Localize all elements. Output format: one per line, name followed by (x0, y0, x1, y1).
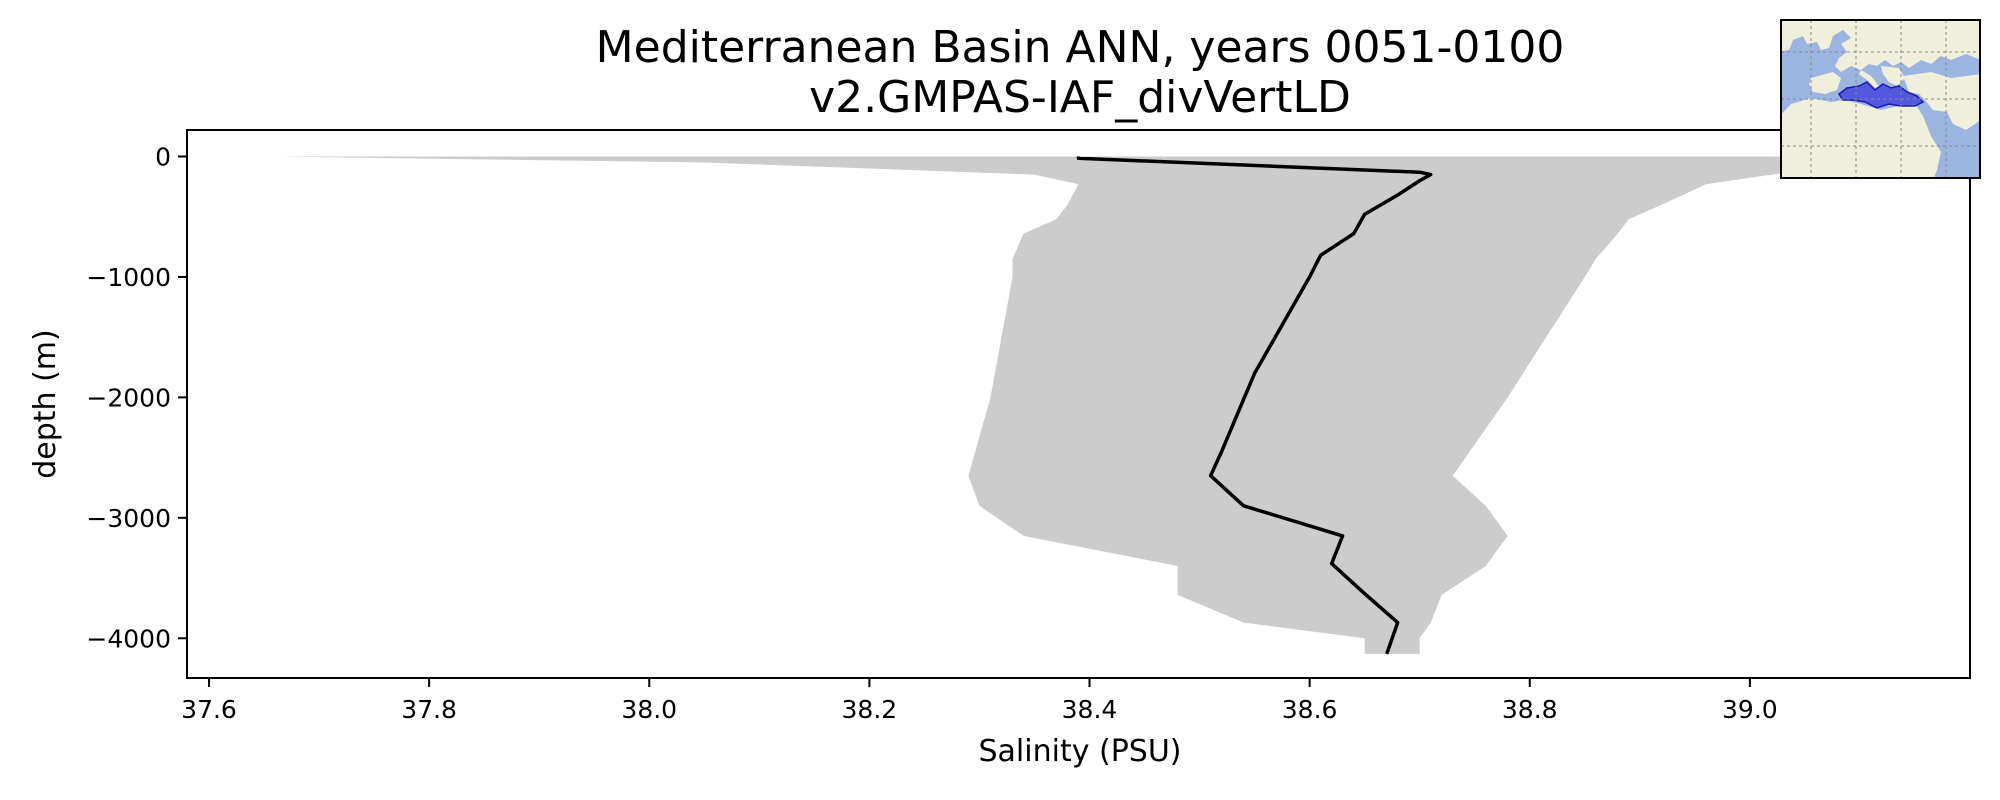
x-tick-label: 38.6 (1282, 695, 1338, 724)
x-tick-label: 37.8 (401, 695, 457, 724)
inset-map-frame (1780, 19, 1981, 179)
chart-subtitle: v2.GMPAS-IAF_divVertLD (809, 72, 1351, 123)
map-land-anatolia (1903, 72, 1980, 130)
map-land-balkans (1881, 66, 1905, 86)
y-tick-label: 0 (155, 142, 171, 171)
x-tick-label: 38.8 (1502, 695, 1558, 724)
mediterranean-region-highlight (1837, 81, 1925, 109)
y-tick-label: −4000 (86, 624, 171, 653)
map-land-africa (1781, 98, 1941, 178)
y-axis-label: depth (m) (28, 329, 63, 479)
inset-map (1780, 19, 1981, 179)
chart-title: Mediterranean Basin ANN, years 0051-0100 (596, 22, 1565, 73)
plot-frame (186, 129, 1971, 679)
y-tick-label: −1000 (86, 263, 171, 292)
map-land-europe (1781, 20, 1980, 72)
map-land-italy (1859, 70, 1879, 88)
x-axis-label: Salinity (PSU) (979, 734, 1182, 769)
map-land-iberia (1809, 72, 1841, 94)
spread-band-layer (275, 156, 1915, 654)
x-tick-label: 38.4 (1062, 695, 1118, 724)
x-tick-label: 39.0 (1722, 695, 1778, 724)
map-gridlines (1781, 20, 1980, 178)
x-tick-label: 37.6 (181, 695, 237, 724)
y-axis-ticks: 0 −1000 −2000 −3000 −4000 (86, 142, 187, 653)
x-tick-label: 38.0 (621, 695, 677, 724)
x-tick-label: 38.2 (842, 695, 898, 724)
y-tick-label: −3000 (86, 504, 171, 533)
spread-band (275, 156, 1915, 654)
mean-profile-line (1076, 156, 1433, 655)
mean-profile-layer (1076, 156, 1433, 655)
x-axis-ticks: 37.6 37.8 38.0 38.2 38.4 38.6 38.8 39.0 (181, 678, 1778, 724)
y-tick-label: −2000 (86, 383, 171, 412)
